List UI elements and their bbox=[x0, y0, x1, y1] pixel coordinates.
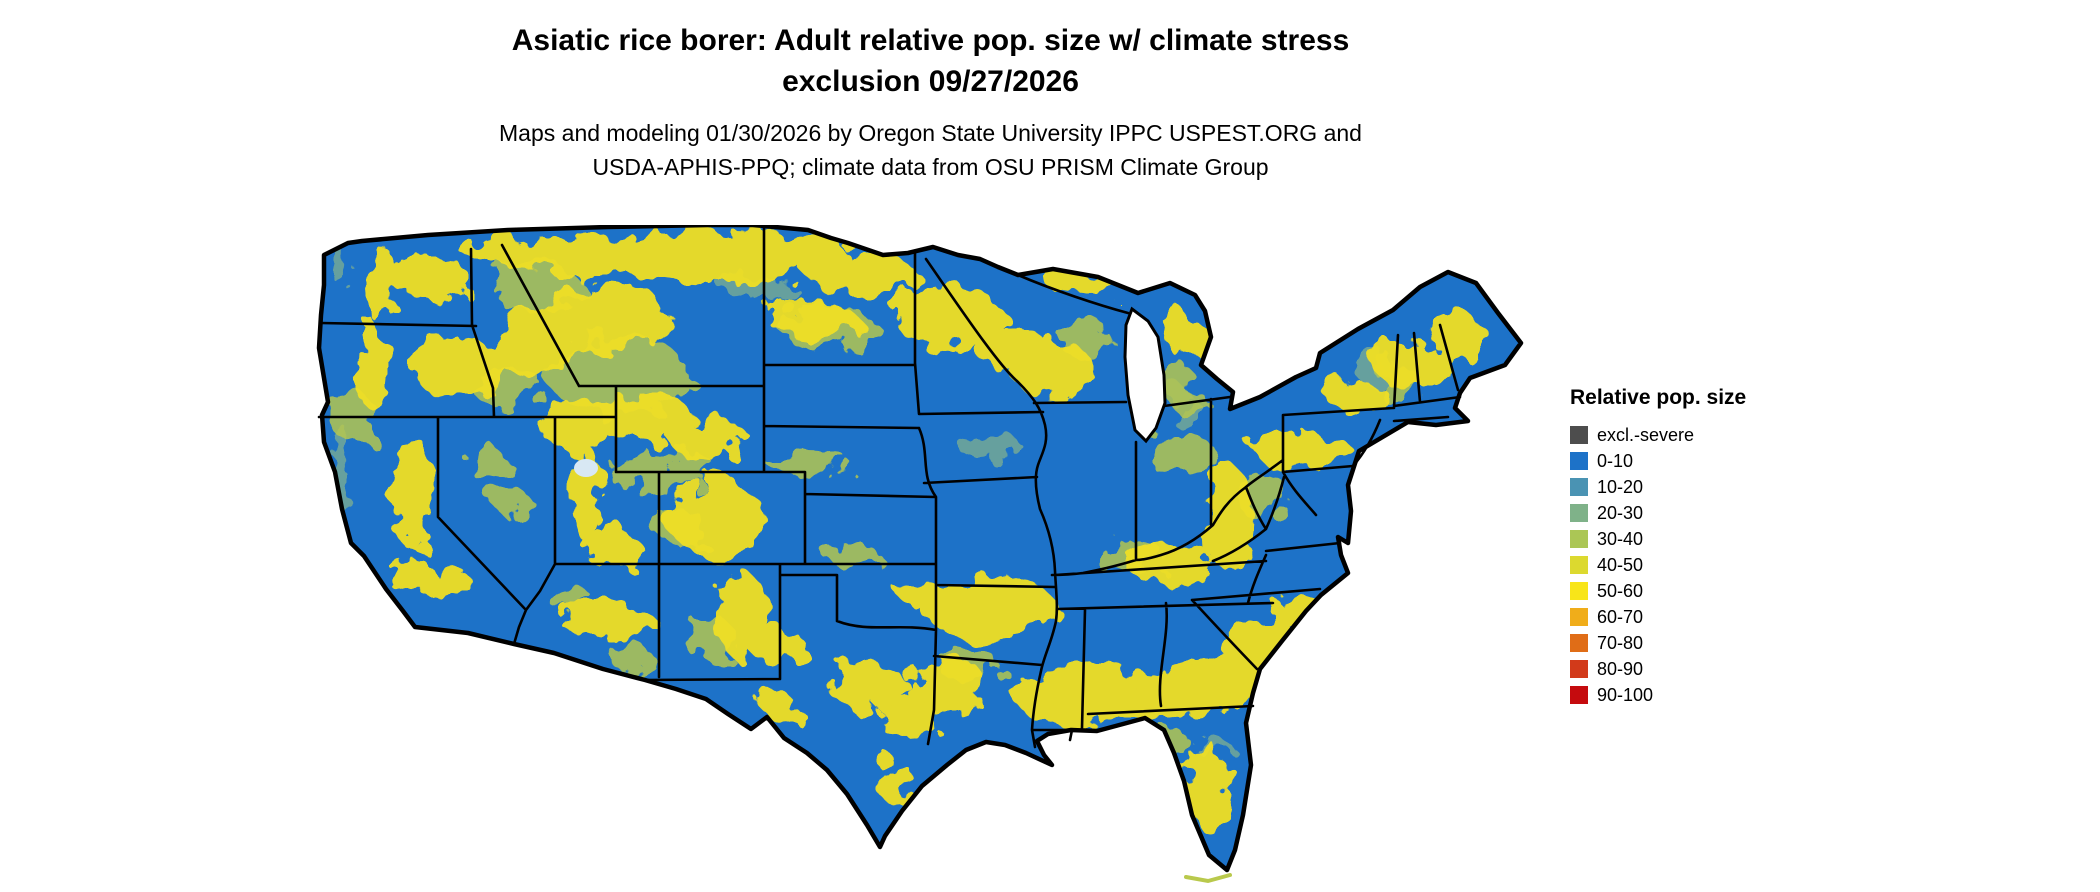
great-salt-lake bbox=[574, 459, 598, 477]
legend-label-50-60: 50-60 bbox=[1597, 581, 1644, 601]
legend-item: 20-30 bbox=[1570, 504, 1790, 522]
legend-label-70-80: 70-80 bbox=[1597, 633, 1644, 653]
legend-label-0-10: 0-10 bbox=[1597, 451, 1634, 471]
conus-map bbox=[308, 225, 1528, 885]
map-title-line1: Asiatic rice borer: Adult relative pop. … bbox=[511, 24, 1350, 57]
legend-swatch-30-40 bbox=[1570, 530, 1588, 548]
florida-keys bbox=[1184, 873, 1232, 884]
legend-item: 70-80 bbox=[1570, 634, 1790, 652]
legend-item: 80-90 bbox=[1570, 660, 1790, 678]
map-header: Asiatic rice borer: Adult relative pop. … bbox=[308, 20, 1553, 184]
legend-label-30-40: 30-40 bbox=[1597, 529, 1644, 549]
legend-swatch-0-10 bbox=[1570, 452, 1588, 470]
legend-item: 50-60 bbox=[1570, 582, 1790, 600]
legend-swatch-60-70 bbox=[1570, 608, 1588, 626]
legend-swatch-90-100 bbox=[1570, 686, 1588, 704]
legend-swatch-10-20 bbox=[1570, 478, 1588, 496]
map-title-line2: exclusion 09/27/2026 bbox=[782, 65, 1079, 98]
legend-item: 60-70 bbox=[1570, 608, 1790, 626]
map-title: Asiatic rice borer: Adult relative pop. … bbox=[308, 20, 1553, 102]
legend-label-60-70: 60-70 bbox=[1597, 607, 1644, 627]
legend-label-90-100: 90-100 bbox=[1597, 685, 1654, 705]
legend-swatch-80-90 bbox=[1570, 660, 1588, 678]
legend-title: Relative pop. size bbox=[1570, 386, 1747, 409]
legend-swatch-50-60 bbox=[1570, 582, 1588, 600]
map-subtitle: Maps and modeling 01/30/2026 by Oregon S… bbox=[308, 116, 1553, 184]
map-legend: Relative pop. size excl.-severe 0-10 10-… bbox=[1570, 386, 1790, 712]
population-raster-layer bbox=[328, 227, 1486, 832]
lake-michigan bbox=[1123, 306, 1167, 444]
legend-item: 0-10 bbox=[1570, 452, 1790, 470]
legend-item: excl.-severe bbox=[1570, 426, 1790, 444]
legend-item: 40-50 bbox=[1570, 556, 1790, 574]
legend-swatch-20-30 bbox=[1570, 504, 1588, 522]
legend-swatch-70-80 bbox=[1570, 634, 1588, 652]
state-borders bbox=[317, 226, 1462, 749]
legend-item: 10-20 bbox=[1570, 478, 1790, 496]
legend-item: 30-40 bbox=[1570, 530, 1790, 548]
map-subtitle-line1: Maps and modeling 01/30/2026 by Oregon S… bbox=[499, 120, 1362, 146]
us-map-svg bbox=[308, 225, 1528, 884]
legend-item: 90-100 bbox=[1570, 686, 1790, 704]
legend-label-excl-severe: excl.-severe bbox=[1597, 425, 1695, 445]
map-subtitle-line2: USDA-APHIS-PPQ; climate data from OSU PR… bbox=[592, 154, 1269, 180]
legend-swatch-40-50 bbox=[1570, 556, 1588, 574]
legend-label-10-20: 10-20 bbox=[1597, 477, 1644, 497]
legend-label-40-50: 40-50 bbox=[1597, 555, 1644, 575]
legend-swatch-excl-severe bbox=[1570, 426, 1588, 444]
legend-label-20-30: 20-30 bbox=[1597, 503, 1644, 523]
legend-label-80-90: 80-90 bbox=[1597, 659, 1644, 679]
